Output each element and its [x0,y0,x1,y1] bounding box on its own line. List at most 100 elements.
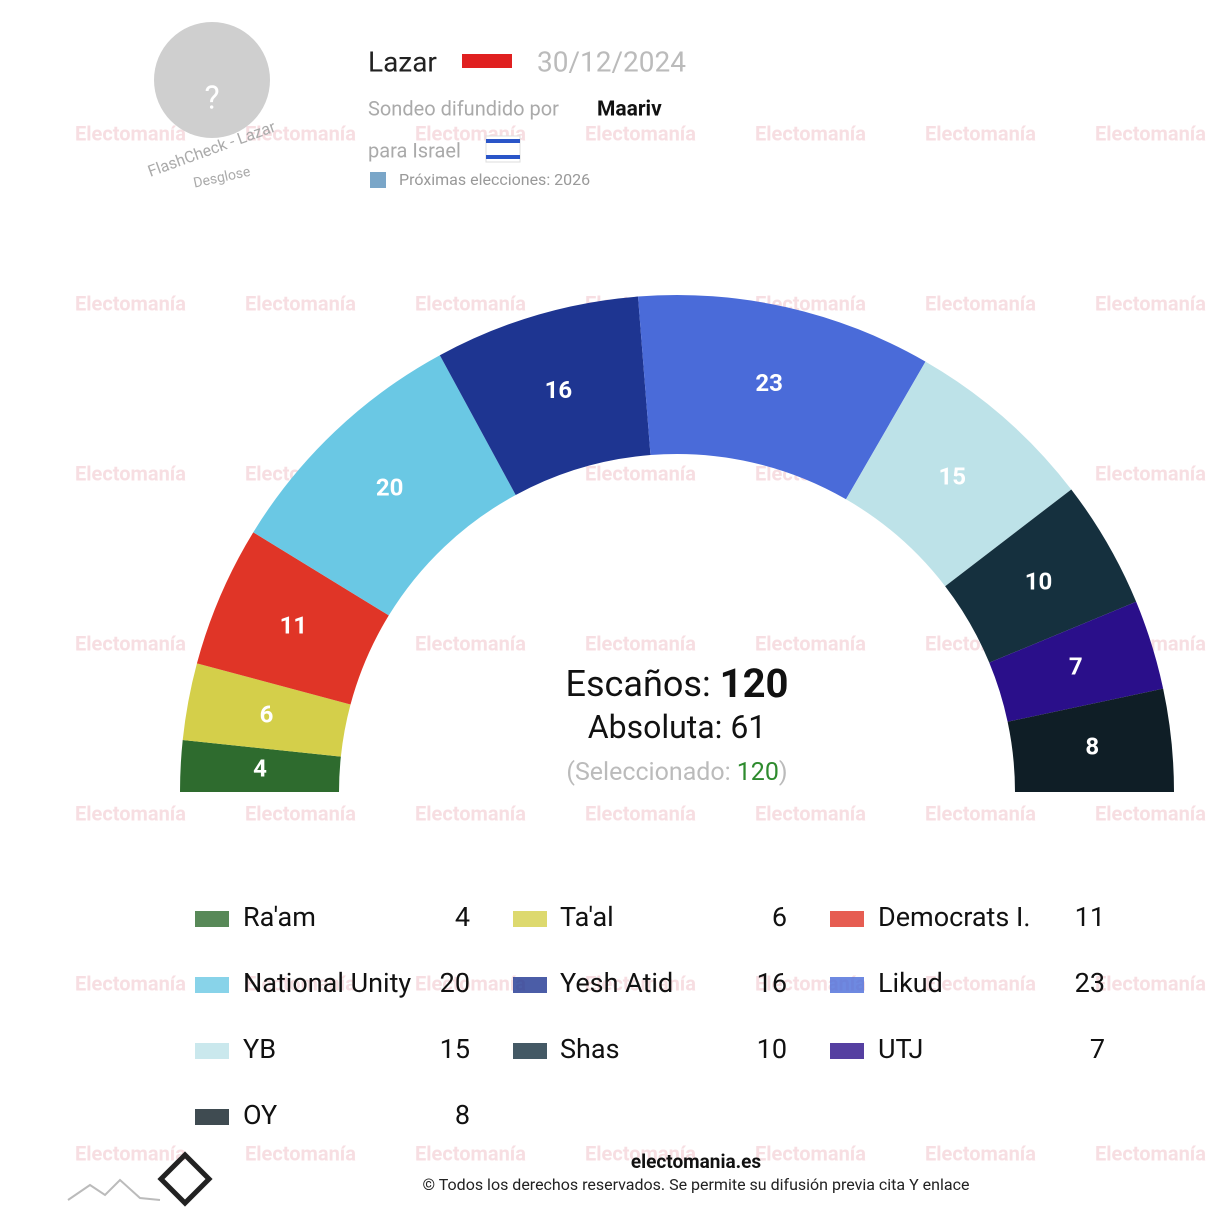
footer-site[interactable]: electomania.es [631,1150,762,1173]
watermark: Electomanía [1095,291,1206,315]
legend-icon [195,1043,229,1059]
watermark: Electomanía [245,291,356,315]
legend-name: Shas [560,1033,620,1065]
watermark: Electomanía [755,121,866,145]
date: 30/12/2024 [537,45,686,78]
watermark: Electomanía [75,1141,186,1165]
next-elections: Próximas elecciones: 2026 [399,170,590,189]
segment-label: 4 [253,754,267,782]
watermark: Electomanía [245,1141,356,1165]
legend-name: Ra'am [243,901,316,933]
watermark: Electomanía [585,1141,696,1165]
watermark: Electomanía [925,1141,1036,1165]
watermark: Electomanía [585,631,696,655]
watermark: Electomanía [585,461,696,485]
watermark: Electomanía [1095,121,1206,145]
ballot-icon [370,172,386,188]
legend-icon [830,977,864,993]
media-logo [462,54,512,68]
segment-label: 23 [755,369,783,397]
watermark: Electomanía [1095,801,1206,825]
segment-label: 20 [376,473,404,501]
avatar-link[interactable]: Desglose [192,164,252,192]
footer-rights: © Todos los derechos reservados. Se perm… [423,1175,970,1194]
watermark: Electomanía [585,121,696,145]
legend-value: 23 [1075,967,1105,999]
majority: 61 [730,708,766,746]
segment-label: 8 [1085,733,1099,761]
watermark: Electomanía [415,801,526,825]
legend-icon [513,1043,547,1059]
segment-label: 6 [260,700,274,728]
segment-label: 10 [1025,568,1053,596]
legend-value: 20 [440,967,470,999]
legend-icon [195,977,229,993]
legend-name: Democrats I. [878,901,1030,933]
watermark: Electomanía [925,801,1036,825]
watermark: Electomanía [415,291,526,315]
selected-open: (Seleccionado: [566,758,730,787]
watermark: Electomanía [755,1141,866,1165]
legend-value: 15 [440,1033,470,1065]
watermark: Electomanía [925,121,1036,145]
seat-segment [846,361,1072,587]
legend-name: YB [243,1033,276,1065]
seat-segment [182,663,351,757]
legend-icon [830,1043,864,1059]
watermark: Electomanía [75,291,186,315]
watermark: Electomanía [245,971,356,995]
majority-label: Absoluta: [588,708,723,746]
legend-icon [195,911,229,927]
segment-label: 7 [1069,653,1083,681]
legend-icon [830,911,864,927]
watermark: Electomanía [925,971,1036,995]
legend-value: 6 [772,901,787,933]
watermark: Electomanía [75,121,186,145]
seat-segment [253,355,516,616]
watermark: Electomanía [585,801,696,825]
majority-line: Absoluta: 61 [588,708,767,746]
seat-segment [945,489,1137,663]
watermark: Electomanía [1095,971,1206,995]
watermark: Electomanía [75,631,186,655]
legend-name: Likud [878,967,943,999]
watermark: Electomanía [245,121,356,145]
watermark: Electomanía [755,801,866,825]
seat-segment [180,740,341,792]
media[interactable]: Maariv [597,98,662,122]
legend-name: UTJ [878,1033,923,1065]
watermark: Electomanía [415,1141,526,1165]
watermark: Electomanía [75,971,186,995]
watermark: Electomanía [1095,1141,1206,1165]
legend-name: National Unity [243,967,411,999]
legend-value: 10 [757,1033,787,1065]
selected: 120 [737,758,779,787]
avatar [154,22,270,138]
footer-mountain [67,1178,161,1201]
seats-line: Escaños: 120 [566,660,789,707]
watermark: Electomanía [245,801,356,825]
flag-stripe [486,139,520,143]
legend-name: OY [243,1099,277,1131]
watermark: Electomanía [1095,461,1206,485]
seats-label: Escaños: [566,663,711,705]
watermark: Electomanía [585,971,696,995]
selected-close: ) [779,758,788,787]
legend-value: 8 [455,1099,470,1131]
avatar-text: ? [204,78,219,116]
pollster: Lazar [368,45,437,78]
legend-value: 11 [1075,901,1105,933]
seat-segment [1007,688,1174,792]
country: para Israel [368,138,461,162]
flag-stripe [486,155,520,159]
legend-value: 16 [757,967,787,999]
legend-icon [195,1109,229,1125]
legend-name: Ta'al [560,901,614,933]
legend: Ra'am 4 Ta'al 6 Democrats I. 11 National Unity… [195,901,1105,1131]
watermark: Electomanía [75,461,186,485]
seat-segment [638,295,926,500]
segment-label: 11 [280,612,308,640]
watermark: Electomanía [75,801,186,825]
